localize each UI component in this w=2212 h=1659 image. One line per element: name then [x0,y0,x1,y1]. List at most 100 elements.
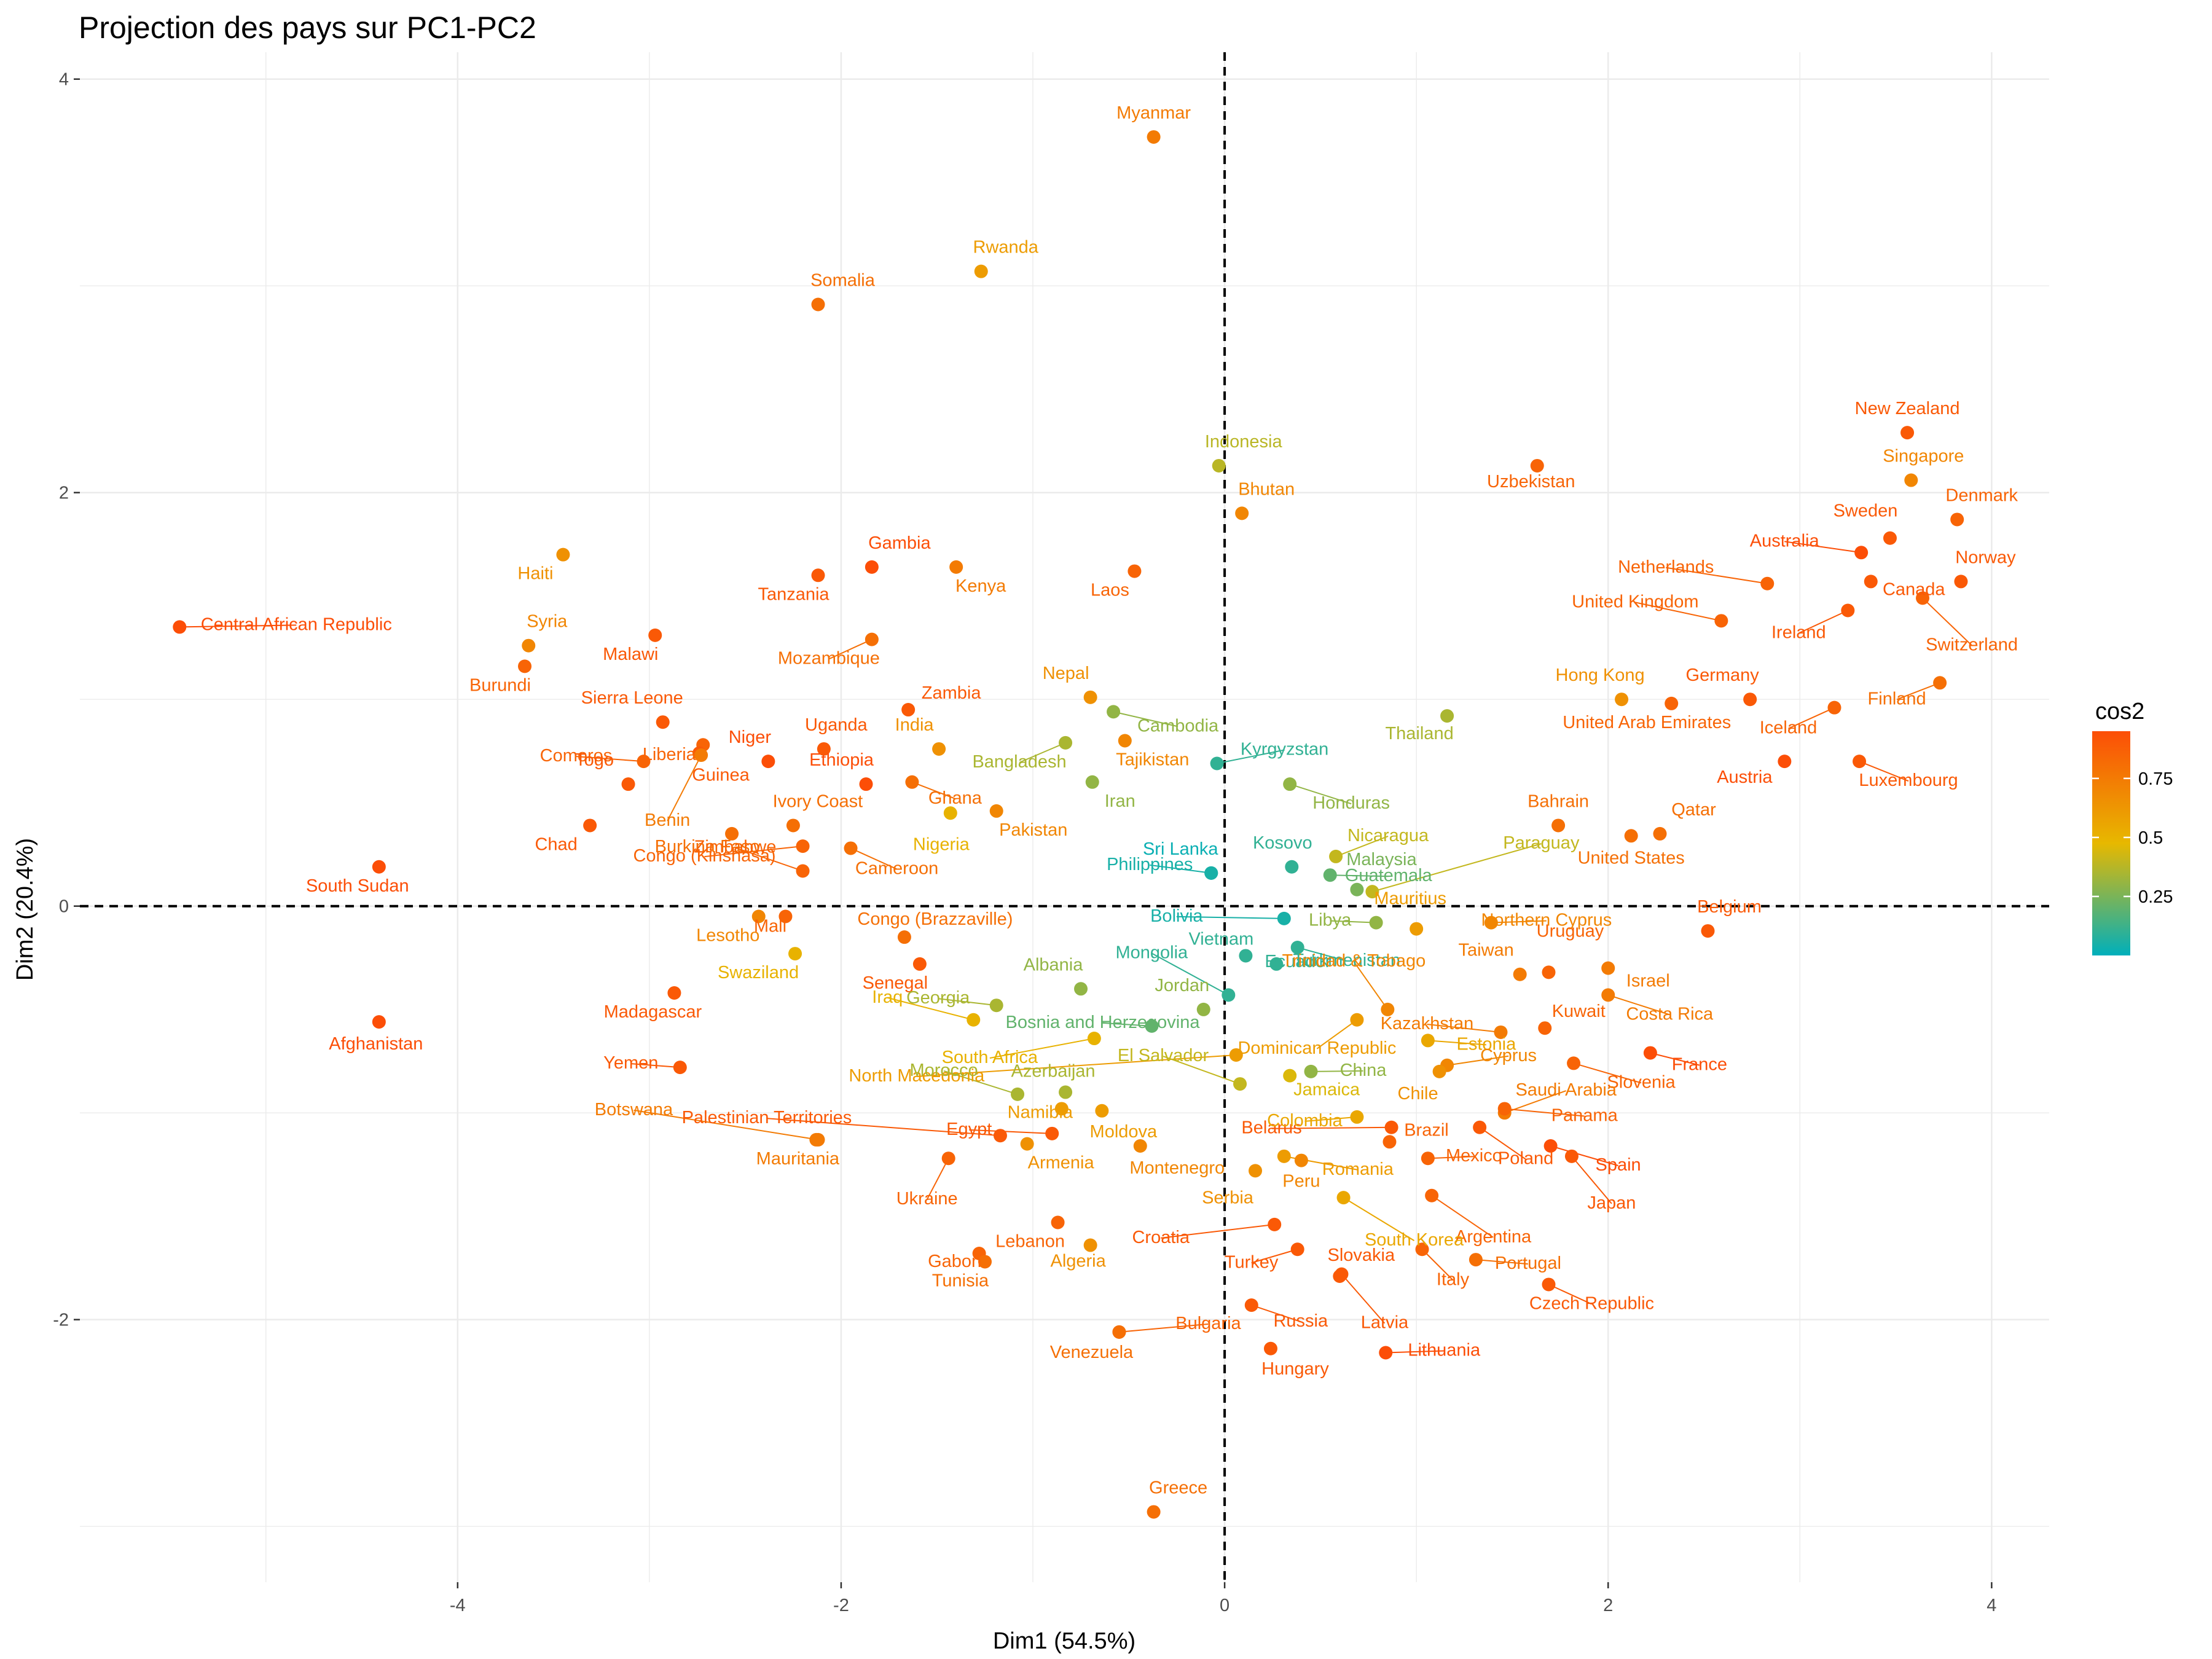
connector-line [1330,920,1376,924]
connector-line [1859,761,1909,782]
data-point [788,947,802,961]
point-label: Peru [1282,1172,1320,1191]
point-label: Philippines [1107,855,1193,874]
data-point [1283,777,1297,791]
data-point [1841,603,1855,618]
point-label: Mongolia [1115,943,1188,962]
data-point [1290,940,1304,954]
data-points [173,130,1968,1519]
connector-line [1798,610,1848,634]
y-tick-label: -2 [53,1311,69,1330]
data-point [865,560,879,574]
data-point [694,748,708,763]
point-label: United States [1578,848,1685,868]
point-label: France [1672,1055,1727,1075]
data-point [1954,575,1968,589]
data-point [1133,1139,1147,1153]
data-point [1425,1188,1439,1202]
connector-line [1650,1052,1700,1066]
point-label: Gabon [928,1252,981,1271]
point-label: Switzerland [1926,635,2018,654]
connector-line [1297,947,1347,962]
point-label: Israel [1626,971,1670,991]
connector-line [576,756,644,763]
axis-ticks: -4 -2 0 2 4 -2 0 2 4 [53,70,1996,1615]
connector-line [1316,1019,1357,1049]
connector-line [1151,952,1229,996]
data-point [1323,868,1337,882]
x-tick-label: -2 [833,1596,849,1615]
data-point [1128,564,1142,578]
data-point [1118,734,1132,748]
point-label: Qatar [1671,800,1716,820]
point-label: Mali [754,917,786,936]
data-point [1095,1104,1109,1118]
legend-title: cos2 [2095,699,2144,724]
data-point [943,806,957,820]
point-label: Dominican Republic [1237,1038,1396,1058]
point-label: Iran [1105,791,1135,811]
point-label: Netherlands [1618,557,1714,577]
data-point [1653,826,1667,841]
connector-line [633,1109,818,1140]
connector-line [1607,994,1670,1016]
connector-line [1427,1156,1474,1159]
point-label: India [895,715,935,735]
data-point [1497,1102,1512,1116]
connector-line [1161,1223,1275,1239]
point-label: Mauritania [756,1149,840,1169]
data-point [1624,829,1638,843]
data-point [1760,576,1775,590]
data-point [974,264,988,278]
connector-line [916,1054,1236,1077]
data-point [648,628,662,642]
point-label: Syria [527,612,568,632]
point-label: Kosovo [1253,833,1312,853]
point-label: Croatia [1132,1228,1190,1247]
point-label: Greece [1149,1478,1207,1498]
data-point [1294,1153,1308,1167]
data-point [518,659,532,673]
connector-line [1896,682,1940,700]
point-label: Ukraine [896,1189,958,1209]
connector-line [1491,920,1547,924]
connector-line [1784,541,1862,554]
point-label: Russia [1273,1311,1328,1331]
data-point [673,1061,687,1075]
data-point [1601,961,1615,975]
legend-ticks: 0.25 0.5 0.75 [2092,769,2173,907]
point-label: Indonesia [1205,432,1283,452]
connector-line [1289,783,1352,805]
x-tick-label: -4 [450,1596,466,1615]
connector-line [1176,916,1284,919]
point-label: Bosnia and Herzegovina [1006,1013,1201,1032]
data-point [1283,1069,1297,1083]
connector-line [1550,1145,1618,1166]
point-label: Italy [1437,1269,1470,1289]
reference-lines [80,52,2049,1582]
connector-line [1119,1323,1209,1333]
point-label: Yemen [603,1053,658,1073]
data-point [1059,735,1073,750]
point-label: Slovakia [1328,1245,1395,1265]
point-label: Armenia [1028,1153,1095,1173]
data-point [1564,1149,1579,1163]
point-label: Ireland [1771,623,1826,643]
point-label: Germany [1686,665,1760,685]
data-point [1542,965,1556,979]
point-label: Serbia [1202,1188,1254,1207]
data-point [621,777,635,791]
connector-line [969,1129,1053,1134]
point-label: Central African Republic [201,614,392,634]
data-point [1083,690,1097,704]
data-point [1083,1238,1097,1252]
data-point [372,860,386,874]
point-label: Turkey [1225,1252,1279,1272]
point-label: Canada [1883,579,1945,599]
data-point [1350,1013,1364,1027]
connector-line [1548,1284,1592,1305]
point-label: Costa Rica [1626,1004,1714,1024]
legend-tick-label: 0.5 [2138,828,2163,848]
data-point [1212,458,1226,473]
data-point [1268,1217,1282,1231]
